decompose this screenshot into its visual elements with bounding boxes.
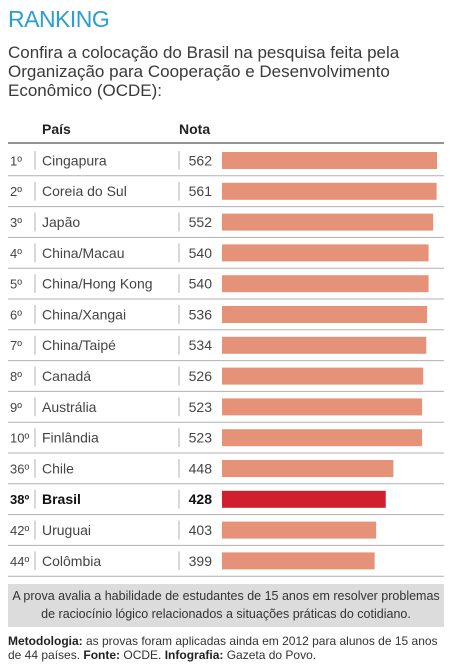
country-label: Austrália bbox=[42, 399, 97, 415]
rank-label: 5º bbox=[10, 277, 22, 292]
country-label: Coreia do Sul bbox=[42, 183, 127, 199]
bar bbox=[222, 244, 429, 262]
page-title: RANKING bbox=[8, 6, 110, 32]
rank-label: 1º bbox=[10, 153, 22, 168]
rank-label: 44º bbox=[10, 554, 29, 569]
source-label: Fonte: bbox=[83, 648, 121, 662]
country-label: China/Xangai bbox=[42, 306, 126, 322]
rank-label: 10º bbox=[10, 431, 29, 446]
bar bbox=[222, 275, 429, 293]
footer-note: A prova avalia a habilidade de estudante… bbox=[8, 584, 444, 627]
score-value: 540 bbox=[189, 276, 213, 292]
rank-label: 7º bbox=[10, 338, 22, 353]
source-text: OCDE. bbox=[120, 648, 165, 662]
score-value: 526 bbox=[189, 368, 213, 384]
score-value: 552 bbox=[189, 214, 213, 230]
country-label: Japão bbox=[42, 214, 80, 230]
bar bbox=[222, 490, 386, 508]
infographic-text: Gazeta do Povo. bbox=[223, 648, 317, 662]
score-value: 448 bbox=[189, 460, 213, 476]
score-value: 403 bbox=[189, 522, 213, 538]
column-header-country: País bbox=[42, 121, 71, 137]
score-value: 523 bbox=[189, 430, 213, 446]
score-value: 561 bbox=[189, 183, 213, 199]
country-label: Canadá bbox=[42, 368, 91, 384]
country-label: China/Hong Kong bbox=[42, 276, 153, 292]
ranking-bar-chart: 1º Cingapura 562 2º Coreia do Sul 561 3º Japão 5… bbox=[8, 142, 444, 577]
country-label: Chile bbox=[42, 460, 74, 476]
score-value: 540 bbox=[189, 245, 213, 261]
country-label: Uruguai bbox=[42, 522, 91, 538]
score-value: 523 bbox=[189, 399, 213, 415]
bar bbox=[222, 429, 423, 447]
score-value: 428 bbox=[189, 491, 213, 507]
bar bbox=[222, 213, 434, 231]
bar bbox=[222, 152, 437, 169]
rank-label: 3º bbox=[10, 215, 22, 230]
country-label: China/Taipé bbox=[42, 337, 116, 353]
country-label: Finlândia bbox=[42, 430, 99, 446]
methodology-label: Metodologia: bbox=[8, 634, 83, 648]
score-value: 399 bbox=[189, 553, 213, 569]
infographic-label: Infografia: bbox=[164, 648, 224, 662]
bar bbox=[222, 306, 428, 323]
rank-label: 9º bbox=[10, 400, 22, 415]
rank-label: 4º bbox=[10, 246, 22, 261]
country-label: Brasil bbox=[42, 491, 81, 507]
rank-label: 38º bbox=[10, 492, 29, 507]
score-value: 562 bbox=[189, 152, 213, 168]
rank-label: 2º bbox=[10, 184, 22, 199]
bar bbox=[222, 552, 375, 570]
column-header-score: Nota bbox=[179, 121, 211, 137]
bar bbox=[222, 398, 423, 416]
bar bbox=[222, 521, 377, 539]
score-value: 534 bbox=[189, 337, 213, 353]
rank-label: 36º bbox=[10, 461, 29, 476]
country-label: Cingapura bbox=[42, 152, 107, 168]
rank-label: 6º bbox=[10, 307, 22, 322]
bar bbox=[222, 367, 424, 385]
rank-label: 8º bbox=[10, 369, 22, 384]
bar bbox=[222, 182, 437, 200]
country-label: Colômbia bbox=[42, 553, 101, 569]
bar bbox=[222, 460, 394, 477]
chart-subtitle: Confira a colocação do Brasil na pesquis… bbox=[8, 43, 400, 100]
bar bbox=[222, 336, 427, 354]
methodology-note: Metodologia: as provas foram aplicadas a… bbox=[8, 634, 448, 662]
rank-label: 42º bbox=[10, 523, 29, 538]
country-label: China/Macau bbox=[42, 245, 125, 261]
score-value: 536 bbox=[189, 306, 213, 322]
methodology-text: as provas foram aplicadas ainda em 2012 … bbox=[8, 634, 438, 662]
